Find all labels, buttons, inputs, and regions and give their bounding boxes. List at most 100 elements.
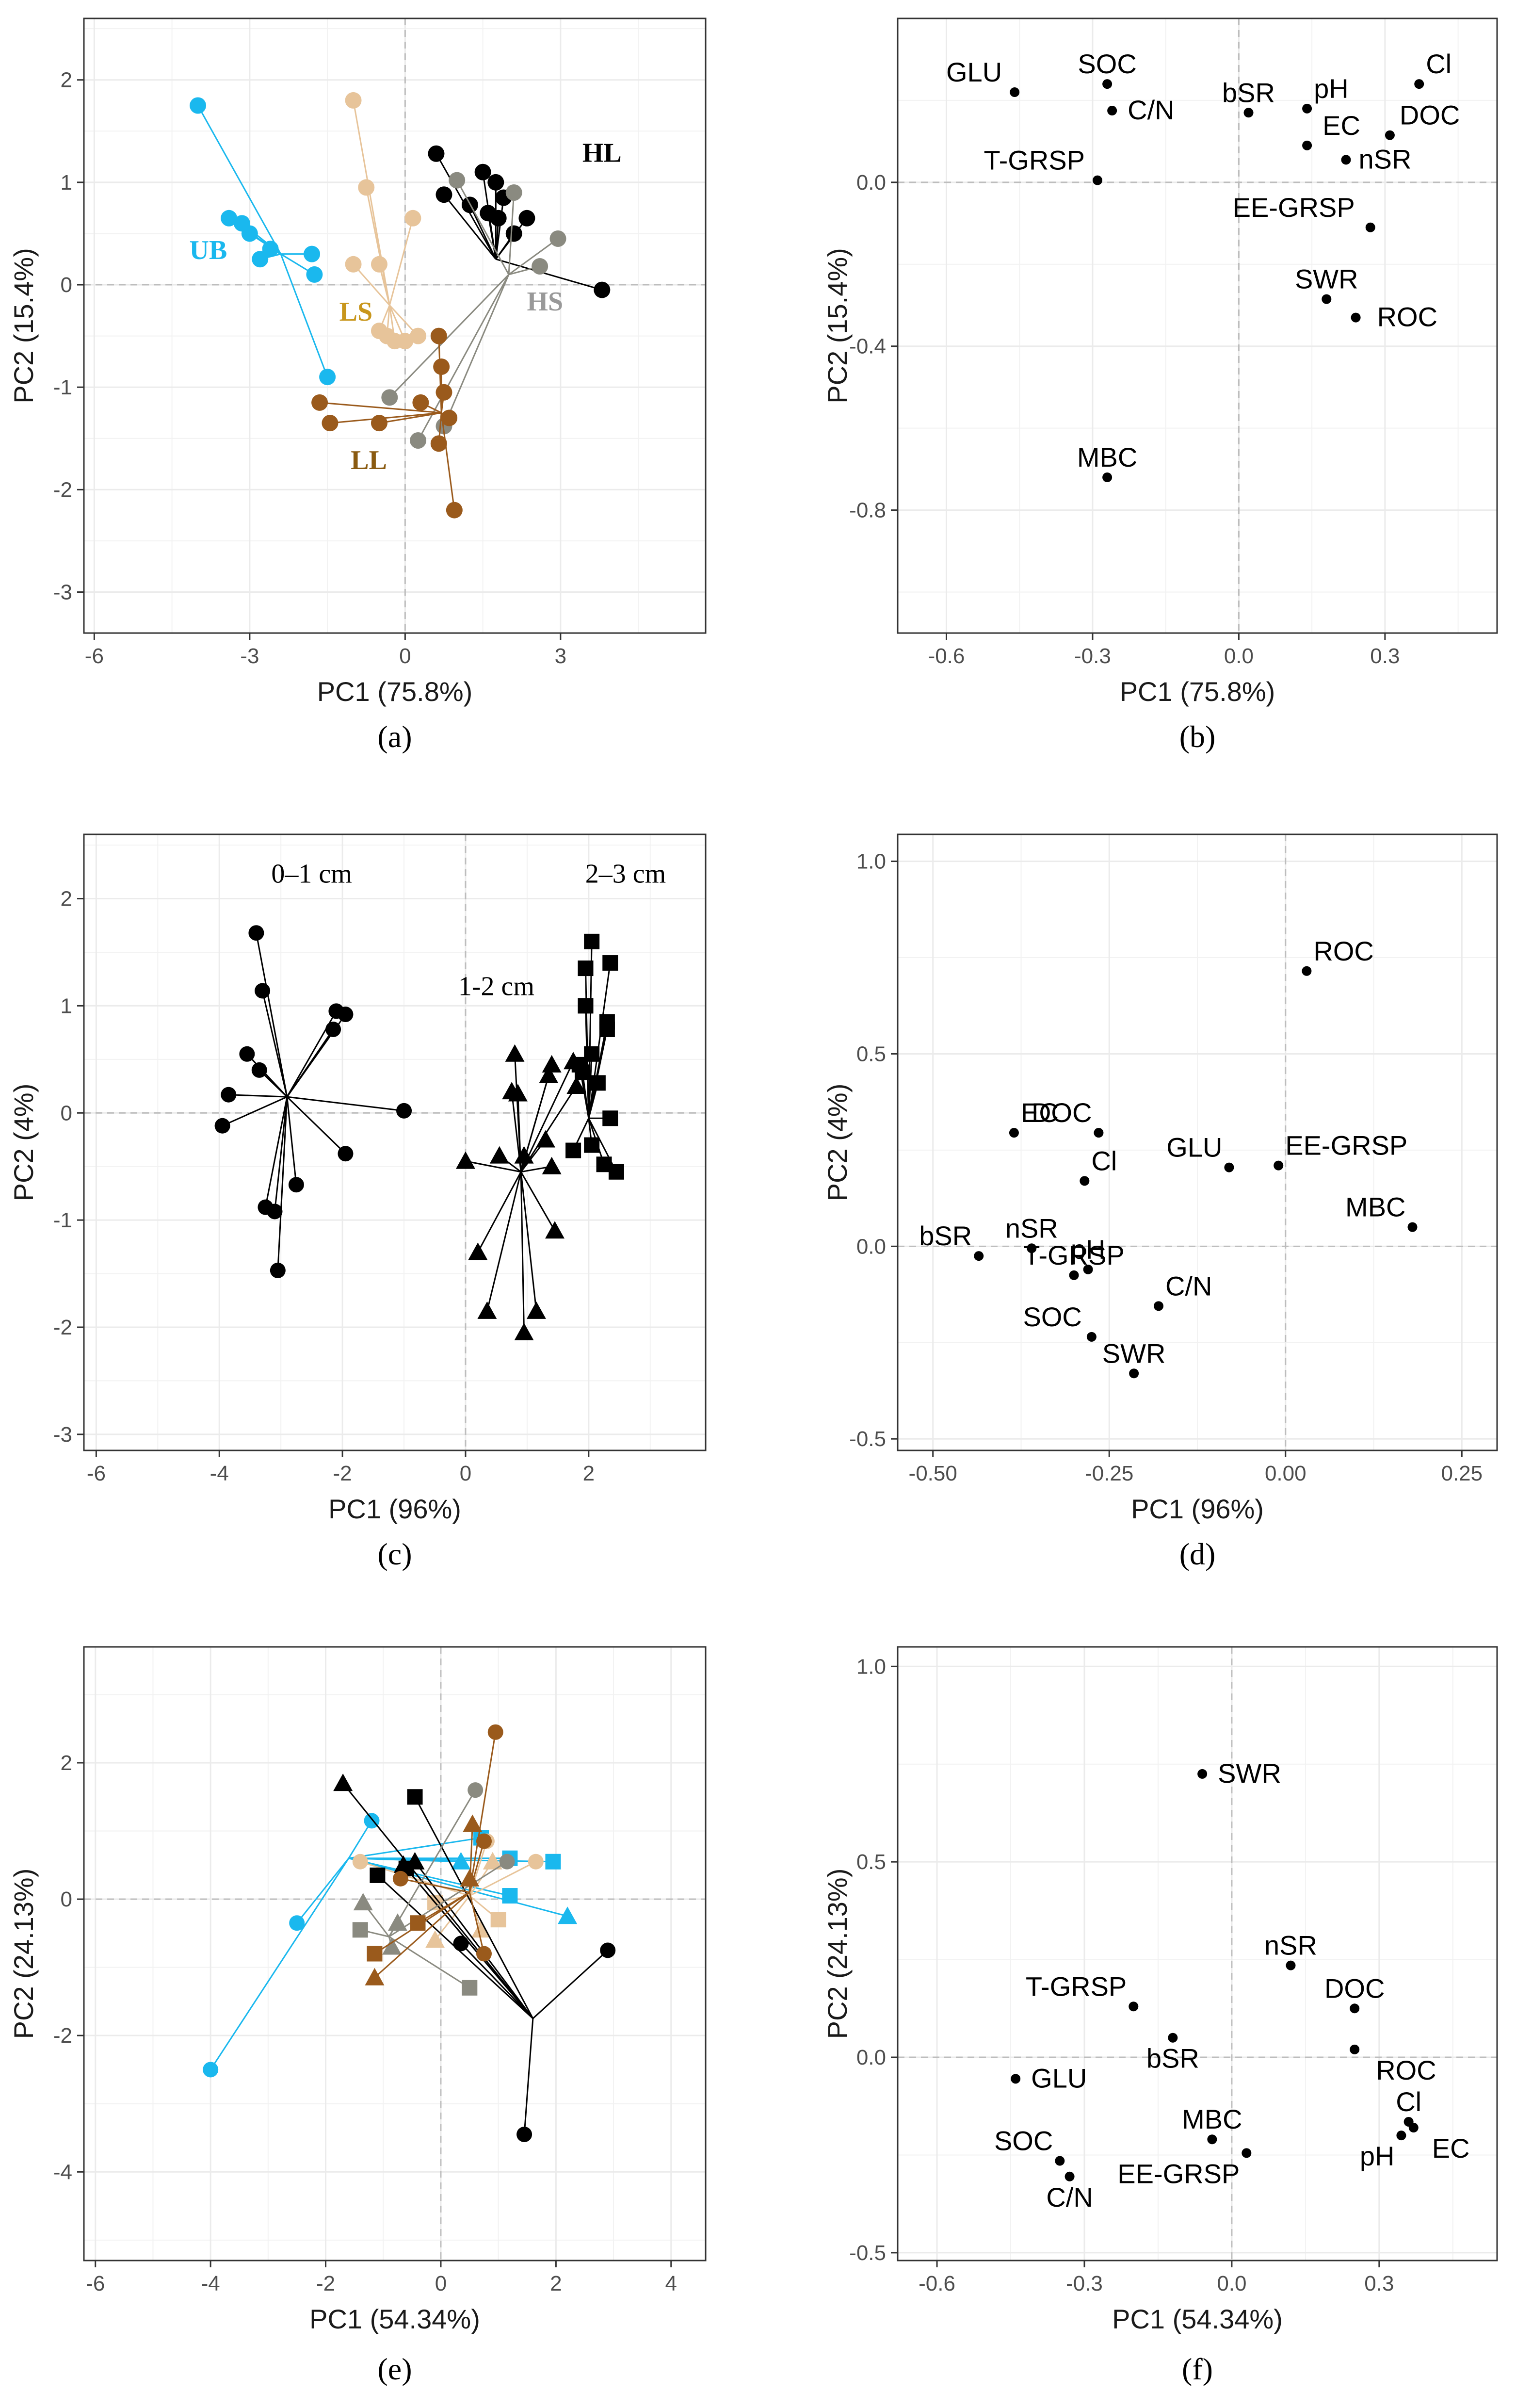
spider-line [264, 1096, 288, 1207]
panel-border [83, 1646, 707, 2262]
data-point-square [490, 1912, 506, 1928]
loading-point [1010, 87, 1020, 98]
data-point-triangle [508, 1084, 528, 1102]
data-point-circle [487, 174, 504, 191]
panel-background [898, 1647, 1497, 2261]
spider-line [520, 1061, 574, 1172]
spider-line [400, 1878, 470, 1893]
data-point-circle [338, 1007, 354, 1023]
data-point-circle [428, 145, 445, 162]
data-point-circle [203, 2062, 219, 2078]
x-axis-title: PC1 (54.34%) [309, 2304, 480, 2334]
data-point-square [545, 1854, 561, 1870]
group-label: LL [351, 445, 387, 475]
data-point-triangle [405, 1852, 425, 1870]
loading-point [1009, 1128, 1019, 1138]
y-tick-label: 1.0 [856, 850, 886, 874]
data-point-square [575, 1064, 591, 1080]
spider-line [414, 1861, 534, 2019]
loading-point [1064, 2171, 1075, 2181]
data-point-circle [319, 369, 336, 386]
spider-line [379, 412, 442, 424]
data-point-square [590, 1075, 606, 1091]
panel-caption: (b) [1179, 719, 1216, 754]
spider-line [468, 1732, 497, 1893]
data-point-circle [435, 186, 452, 203]
loading-label: EC [1322, 110, 1360, 141]
data-point-circle [304, 245, 321, 262]
loading-point [1168, 2033, 1178, 2043]
loading-point [1407, 1222, 1418, 1232]
x-tick-label: 2 [583, 1462, 595, 1485]
data-point-circle [430, 435, 447, 452]
data-point-square [370, 1867, 386, 1883]
loading-point [1408, 2123, 1419, 2133]
data-point-triangle [393, 1855, 413, 1873]
spider-line [296, 1857, 350, 1924]
data-point-circle [214, 1118, 230, 1134]
panel-c: -6 -4 -2 0 2 2 1 0 -1 -2 -3 PC1 (96%) PC2 (4%) (c) 0–1… [8, 833, 707, 1571]
panel-a: -6 -3 0 3 2 1 0 -1 -2 -3 PC1 (75.8%) PC2 (15.4%) (a)… [8, 17, 707, 754]
y-tick-label: 1.0 [856, 1655, 886, 1678]
spider-line [520, 1171, 556, 1231]
data-point-circle [248, 925, 264, 941]
panel-border [897, 1646, 1498, 2262]
spider-line [588, 1029, 608, 1119]
y-axis-title: PC2 (15.4%) [822, 248, 853, 404]
spider-line [277, 1097, 288, 1271]
data-point-circle [516, 2126, 532, 2142]
spider-line [520, 1171, 525, 1333]
x-tick-label: -2 [333, 1462, 352, 1485]
group-UB: UB [190, 97, 336, 386]
group-label: 2–3 cm [585, 859, 666, 889]
data-point-circle [255, 983, 271, 999]
loading-point [1385, 130, 1395, 140]
group-HL: HL [428, 138, 622, 298]
data-point-circle [262, 241, 279, 258]
spider-line [342, 1783, 534, 2019]
loading-point [1069, 1270, 1079, 1280]
x-tick-label: 3 [555, 644, 566, 668]
data-point-square [599, 1021, 615, 1037]
loading-point [1207, 2134, 1217, 2145]
y-tick-label: -1 [53, 1208, 72, 1232]
group-label: LS [339, 297, 373, 327]
data-point-triangle [526, 1301, 546, 1319]
loading-label: DOC [1400, 100, 1460, 130]
data-point-triangle [425, 1930, 445, 1948]
data-point-circle [381, 389, 398, 406]
x-tick-label: -4 [210, 1462, 229, 1485]
data-point-square [407, 1789, 423, 1805]
spider-line [486, 1171, 522, 1312]
data-point-circle [453, 1936, 469, 1952]
loading-point [1302, 103, 1312, 114]
data-point-circle [474, 163, 491, 180]
data-point-triangle [483, 1852, 502, 1870]
loading-point [1083, 1264, 1093, 1274]
data-point-circle [404, 210, 421, 227]
spider-line [210, 1857, 350, 2070]
loading-point [1302, 140, 1312, 150]
data-point-circle [449, 172, 466, 189]
y-axis-title: PC2 (4%) [8, 1084, 39, 1202]
loading-point [1243, 108, 1254, 118]
x-tick-label: 2 [550, 2272, 562, 2295]
spider-line [287, 1096, 404, 1112]
group-1-2-cm: 1-2 cm [455, 971, 586, 1341]
group-label: 0–1 cm [271, 859, 352, 889]
y-tick-label: -2 [53, 1316, 72, 1339]
data-point-circle [433, 358, 450, 375]
loading-point [1274, 1160, 1284, 1171]
spider-line [508, 192, 515, 275]
data-point-circle [505, 184, 522, 201]
data-point-square [584, 933, 600, 949]
spider-line [286, 1096, 297, 1185]
group-2-3-cm: 2–3 cm [565, 859, 666, 1180]
x-tick-label: -0.50 [909, 1462, 957, 1485]
loading-label: EE-GRSP [1285, 1130, 1407, 1161]
spider-line [330, 412, 442, 424]
x-tick-label: 4 [665, 2272, 677, 2295]
loading-point [1322, 294, 1332, 304]
data-point-triangle [514, 1323, 534, 1341]
